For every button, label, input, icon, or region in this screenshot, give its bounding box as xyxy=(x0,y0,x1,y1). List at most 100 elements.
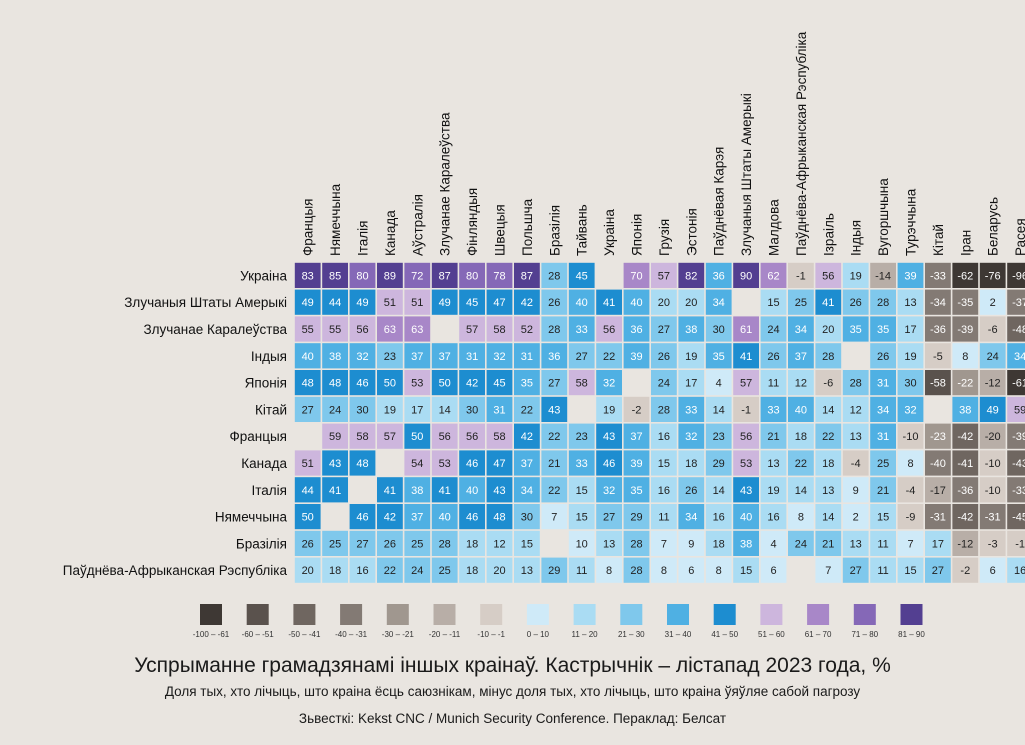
heatmap-cell xyxy=(1007,450,1025,476)
cell-value: 32 xyxy=(904,404,916,416)
heatmap-cell xyxy=(1007,262,1025,288)
cell-value: 41 xyxy=(740,351,752,363)
legend-swatch xyxy=(900,604,923,625)
cell-value: 53 xyxy=(439,458,451,470)
heatmap-cell xyxy=(1007,504,1025,530)
chart-title: Успрыманне грамадзянамі іншых краінаў. К… xyxy=(134,654,891,677)
heatmap-cell xyxy=(815,477,842,503)
legend-swatch xyxy=(807,604,830,625)
cell-value: 39 xyxy=(904,270,916,282)
cell-value: 25 xyxy=(439,565,451,577)
heatmap-cell xyxy=(486,262,513,288)
cell-value: 40 xyxy=(576,297,588,309)
cell-value: 56 xyxy=(603,324,615,336)
column-header: Польшча xyxy=(520,198,535,256)
heatmap-cell xyxy=(952,557,979,583)
cell-value: -39 xyxy=(1012,431,1025,443)
heatmap-cell xyxy=(596,557,622,583)
heatmap-cell xyxy=(815,396,842,422)
heatmap-cell xyxy=(459,316,485,342)
cell-value: -6 xyxy=(823,378,833,390)
cell-value: 46 xyxy=(466,512,478,524)
cell-value: 12 xyxy=(795,378,807,390)
cell-value: 37 xyxy=(521,458,533,470)
cell-value: 55 xyxy=(329,324,341,336)
cell-value: 22 xyxy=(384,565,396,577)
heatmap-cell xyxy=(925,289,951,315)
heatmap-cell xyxy=(322,557,348,583)
heatmap-cell xyxy=(596,477,622,503)
cell-value: 16 xyxy=(713,512,725,524)
row-label: Індыя xyxy=(251,349,287,364)
heatmap-cell xyxy=(514,396,540,422)
cell-value: 41 xyxy=(603,297,615,309)
cell-value: 49 xyxy=(356,297,368,309)
heatmap-cell xyxy=(842,557,869,583)
heatmap-cell xyxy=(870,262,896,288)
heatmap-cell xyxy=(404,396,431,422)
heatmap-cell xyxy=(651,289,677,315)
heatmap-cell xyxy=(294,504,321,530)
heatmap-cell xyxy=(404,262,431,288)
cell-value: 37 xyxy=(439,351,451,363)
heatmap-cell xyxy=(486,316,513,342)
heatmap-cell xyxy=(870,504,896,530)
heatmap-cell xyxy=(377,423,403,449)
cell-value: 47 xyxy=(493,297,505,309)
heatmap-cell xyxy=(842,370,869,396)
cell-value: 48 xyxy=(302,378,314,390)
legend-label: -50 – -41 xyxy=(288,630,321,639)
heatmap-cell xyxy=(952,504,979,530)
heatmap-cell xyxy=(541,557,568,583)
heatmap-cell xyxy=(349,557,376,583)
heatmap-cell xyxy=(678,557,705,583)
legend-swatch xyxy=(760,604,783,625)
cell-value: 57 xyxy=(658,270,670,282)
cell-value: -61 xyxy=(1012,378,1025,390)
cell-value: 4 xyxy=(716,378,722,390)
heatmap-cell xyxy=(760,530,787,556)
cell-value: 8 xyxy=(716,565,722,577)
cell-value: -41 xyxy=(957,458,973,470)
cell-value: -43 xyxy=(1012,458,1025,470)
cell-value: 18 xyxy=(329,565,341,577)
heatmap-cell xyxy=(596,370,622,396)
cell-value: -1 xyxy=(741,404,751,416)
cell-value: 24 xyxy=(767,324,779,336)
heatmap-cell xyxy=(294,343,321,369)
cell-value: 2 xyxy=(990,297,996,309)
heatmap-cell xyxy=(815,262,842,288)
cell-value: 31 xyxy=(493,404,505,416)
cell-value: 13 xyxy=(850,538,862,550)
heatmap-cell xyxy=(486,477,513,503)
cell-value: 10 xyxy=(576,538,588,550)
heatmap-cell xyxy=(541,396,568,422)
cell-value: -2 xyxy=(960,565,970,577)
chart-source: Зьвесткі: Kekst CNC / Munich Security Co… xyxy=(298,711,727,726)
cell-value: 50 xyxy=(384,378,396,390)
cell-value: 46 xyxy=(603,458,615,470)
cell-value: 8 xyxy=(798,512,804,524)
cell-value: 38 xyxy=(411,485,423,497)
cell-value: 20 xyxy=(493,565,505,577)
cell-value: 25 xyxy=(411,538,423,550)
cell-value: 30 xyxy=(904,378,916,390)
heatmap-cell xyxy=(294,370,321,396)
cell-value: -36 xyxy=(930,324,946,336)
heatmap-cell xyxy=(678,289,705,315)
cell-value: -4 xyxy=(906,485,916,497)
cell-value: 30 xyxy=(521,512,533,524)
heatmap-cell xyxy=(1007,477,1025,503)
heatmap-cell xyxy=(568,316,595,342)
row-label: Канада xyxy=(241,456,287,471)
legend-swatch xyxy=(480,604,503,625)
cell-value: 58 xyxy=(493,324,505,336)
cell-value: 28 xyxy=(658,404,670,416)
legend-label: -10 – -1 xyxy=(477,630,505,639)
heatmap-cell xyxy=(925,343,951,369)
heatmap-cell xyxy=(760,316,787,342)
heatmap-cell xyxy=(486,423,513,449)
heatmap-cell xyxy=(925,262,951,288)
cell-value: 32 xyxy=(603,378,615,390)
cell-value: -10 xyxy=(985,458,1001,470)
